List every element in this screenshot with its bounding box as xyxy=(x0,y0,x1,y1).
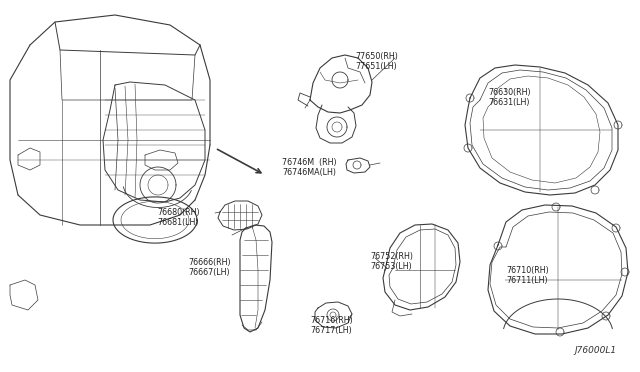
Text: 76680(RH)
76681(LH): 76680(RH) 76681(LH) xyxy=(157,208,200,227)
Text: J76000L1: J76000L1 xyxy=(575,346,617,355)
Text: 76716(RH)
76717(LH): 76716(RH) 76717(LH) xyxy=(310,316,353,336)
Text: 76746M  (RH)
76746MA(LH): 76746M (RH) 76746MA(LH) xyxy=(282,158,337,177)
Text: 76752(RH)
76753(LH): 76752(RH) 76753(LH) xyxy=(370,252,413,272)
Text: 76630(RH)
76631(LH): 76630(RH) 76631(LH) xyxy=(488,88,531,108)
Text: 76666(RH)
76667(LH): 76666(RH) 76667(LH) xyxy=(188,258,230,278)
Text: 76710(RH)
76711(LH): 76710(RH) 76711(LH) xyxy=(506,266,548,285)
Text: 77650(RH)
77651(LH): 77650(RH) 77651(LH) xyxy=(355,52,398,71)
